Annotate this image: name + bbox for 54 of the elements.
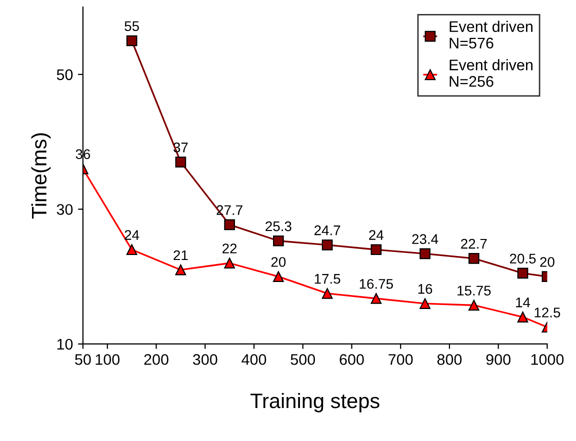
data-label: 20.5	[510, 254, 536, 264]
data-label: 20	[271, 257, 286, 267]
point	[175, 264, 186, 276]
point	[322, 288, 333, 299]
data-label: 24	[124, 230, 140, 240]
y-tick-label: 30	[56, 204, 73, 215]
point	[517, 268, 528, 279]
data-label: 22	[222, 244, 237, 254]
data-label: 24	[369, 230, 384, 240]
point	[517, 312, 528, 322]
data-label: 25.3	[266, 221, 292, 232]
point	[175, 156, 186, 168]
data-label: 20	[540, 257, 554, 267]
x-tick-label: 100	[96, 354, 120, 365]
data-label: 22.7	[461, 238, 487, 249]
point	[224, 258, 235, 269]
point	[420, 248, 430, 260]
data-label: 15.75	[458, 286, 491, 296]
point	[126, 244, 138, 256]
x-tick-label: 400	[242, 354, 266, 365]
x-tick-label: 50	[75, 354, 91, 365]
point	[370, 293, 382, 304]
point	[370, 244, 382, 256]
legend-label: Event driven N=576	[450, 20, 532, 48]
x-tick-label: 300	[192, 354, 218, 365]
data-label: 17.5	[314, 274, 340, 284]
legend-label: Event driven N=256	[450, 59, 532, 87]
point	[468, 252, 480, 264]
x-tick-label: 500	[290, 354, 316, 365]
point	[420, 298, 430, 309]
point	[224, 219, 235, 230]
point	[468, 300, 480, 311]
point	[322, 240, 333, 250]
data-label: 55	[124, 21, 139, 32]
data-label: 16	[418, 284, 432, 294]
x-tick-label: 200	[144, 354, 168, 365]
x-tick-label: 800	[437, 354, 462, 365]
y-axis-title: Time(ms)	[31, 133, 51, 219]
y-tick-label: 10	[57, 338, 73, 350]
data-label: 16.75	[360, 278, 393, 289]
data-label: 21	[174, 250, 188, 260]
y-tick-label: 50	[56, 69, 73, 80]
x-tick-label: 600	[340, 354, 364, 365]
x-tick-label: 700	[388, 354, 413, 365]
data-label: 23.4	[412, 234, 438, 244]
x-axis-title: Training steps	[250, 392, 380, 412]
x-tick-label: 1000	[531, 354, 564, 365]
data-label: 14	[516, 298, 530, 308]
point	[273, 271, 284, 282]
data-label: 12.5	[534, 308, 560, 318]
point	[126, 35, 138, 46]
point	[273, 235, 284, 246]
data-label: 24.7	[314, 225, 340, 236]
x-tick-label: 900	[486, 354, 510, 365]
